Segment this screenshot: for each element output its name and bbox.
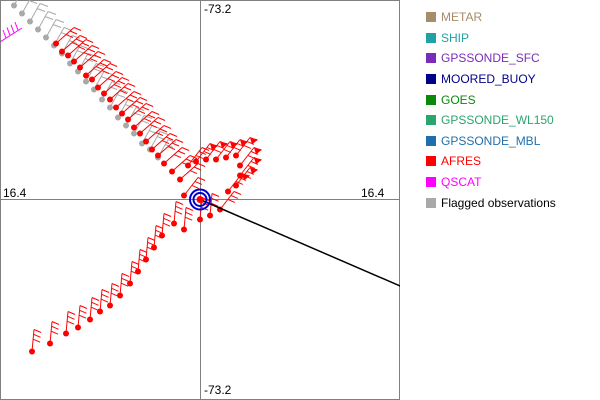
afres-point [225,173,250,195]
afres-point [63,311,76,337]
legend-swatch [426,12,436,23]
legend-label: GOES [441,92,476,107]
afres-point [107,83,136,103]
legend-swatch [426,74,436,85]
legend-item: GOES [426,89,596,110]
axis-label-top: -73.2 [204,2,232,16]
legend-label: Flagged observations [441,195,556,210]
afres-point [97,289,110,315]
center-layer [189,188,211,211]
axis-label-left: 16.4 [3,186,27,200]
legend-label: SHIP [441,30,470,45]
afres-point [59,35,88,55]
plot-area: -73.2 -73.2 16.4 16.4 [0,0,400,400]
afres-point [143,237,156,263]
flagged-point [43,19,65,41]
afres-point [135,249,148,275]
afres-point [87,297,100,323]
afres-point [181,177,206,199]
legend-label: GPSSONDE_MBL [441,133,541,148]
afres-point [113,91,142,111]
afres-point [75,305,88,331]
legend: METAR SHIP GPSSONDE_SFC MOORED_BUOY GOES GPSS… [426,7,596,213]
storm-center-marker [189,188,211,211]
legend-item: GPSSONDE_SFC [426,48,596,69]
legend-swatch [426,197,436,208]
storm-track [199,198,400,287]
legend-swatch [426,156,436,167]
legend-label: GPSSONDE_SFC [441,51,540,66]
afres-point [177,163,206,183]
legend-item: GPSSONDE_WL150 [426,110,596,131]
qscat-layer [0,22,23,43]
legend-swatch [426,177,436,188]
afres-point [149,133,178,153]
qscat-point [0,22,23,43]
afres-point [237,147,262,169]
afres-point [213,141,238,163]
flagged-point [139,125,161,147]
afres-point [233,137,258,159]
afres-point [223,139,248,161]
flagged-point [35,11,57,33]
afres-point [95,71,124,91]
afres-point [83,59,112,79]
afres-point [71,45,100,65]
legend-item: METAR [426,7,596,28]
afres-point [107,283,120,309]
afres-point [193,143,218,165]
legend-swatch [426,94,436,105]
axis-label-right: 16.4 [361,186,385,200]
afres-point [181,207,194,233]
afres-point [159,213,172,239]
legend-label: METAR [441,10,483,25]
afres-point [143,125,172,145]
legend-label: QSCAT [441,175,482,190]
afres-point [65,39,94,59]
afres-point [217,191,242,213]
legend-item: MOORED_BUOY [426,69,596,90]
afres-point [101,77,130,97]
afres-point [89,63,118,83]
flagged-point [131,115,153,137]
afres-point [151,225,164,251]
flagged-point [27,3,49,25]
legend-item: QSCAT [426,172,596,193]
afres-point [117,273,130,299]
legend-label: AFRES [441,154,482,169]
afres-point [131,111,160,131]
afres-point [29,329,42,355]
afres-point [47,321,60,347]
legend-item: SHIP [426,28,596,49]
legend-item: GPSSONDE_MBL [426,131,596,152]
legend-item: AFRES [426,151,596,172]
legend-swatch [426,135,436,146]
afres-point [127,261,140,287]
flagged-point [83,63,105,85]
afres-point [53,27,82,47]
afres-point [171,201,184,227]
legend-label: GPSSONDE_WL150 [441,113,554,128]
afres-point [155,139,184,159]
afres-point [77,51,106,71]
legend-item: Flagged observations [426,192,596,213]
legend-swatch [426,53,436,64]
afres-point [161,147,190,167]
afres-point [203,141,228,163]
plot-svg: -73.2 -73.2 16.4 16.4 [0,0,400,400]
track-layer [199,198,400,287]
afres-point [125,103,154,123]
axis-label-bottom: -73.2 [204,383,232,397]
legend-swatch [426,32,436,43]
afres-layer [29,27,262,355]
afres-point [137,117,166,137]
legend-swatch [426,115,436,126]
flagged-point [11,0,18,9]
flagged-point [19,0,38,17]
afres-point [119,97,148,117]
legend-label: MOORED_BUOY [441,72,536,87]
